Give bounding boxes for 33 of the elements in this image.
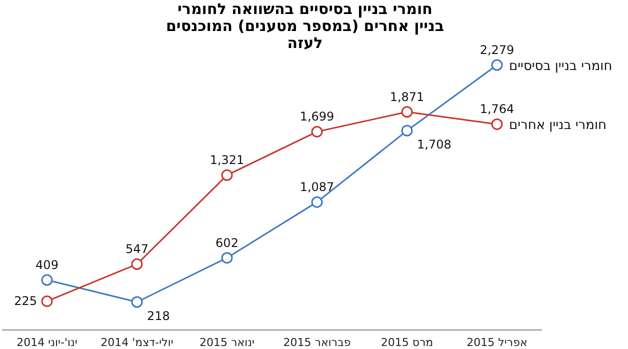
chart-title: חומרי בניין בסיסיים בהשוואה לחומרי בניין אחרים (במספר מטענים) המוכנסים לעזה xyxy=(164,0,446,52)
data-label: 1,708 xyxy=(417,138,452,152)
point xyxy=(491,118,503,130)
point xyxy=(491,59,503,71)
data-label: 218 xyxy=(147,309,170,323)
data-label: 1,321 xyxy=(210,153,244,168)
point xyxy=(41,295,53,307)
point xyxy=(401,106,413,118)
point xyxy=(131,296,143,308)
point xyxy=(311,196,323,208)
point xyxy=(221,169,233,181)
point xyxy=(41,274,53,286)
data-label: 2,279 xyxy=(480,43,514,57)
data-label: 547 xyxy=(126,242,148,256)
point xyxy=(221,252,233,264)
data-label: 1,764 xyxy=(480,102,514,116)
data-label: 409 xyxy=(36,258,58,272)
series-label: חומרי בניין אחרים xyxy=(509,118,607,134)
series-label: חומרי בניין בסיסיים xyxy=(509,59,612,74)
x-tick-label: פברואר 2015 xyxy=(283,336,351,349)
x-tick-label: ינואר 2015 xyxy=(200,336,254,349)
data-label: 1,871 xyxy=(390,90,424,104)
x-tick-label: מרס 2015 xyxy=(380,336,434,349)
x-tick-label: ינו'-יוני 2014 xyxy=(16,336,78,349)
x-tick-label: יולי-דצמ' 2014 xyxy=(100,336,174,349)
x-tick-label: אפריל 2015 xyxy=(466,336,528,349)
data-label: 602 xyxy=(216,236,238,250)
point xyxy=(131,258,143,270)
point xyxy=(311,126,323,138)
data-label: 1,699 xyxy=(300,110,334,124)
point xyxy=(401,124,413,136)
data-label: 1,087 xyxy=(300,180,334,194)
data-label: 225 xyxy=(14,294,37,308)
